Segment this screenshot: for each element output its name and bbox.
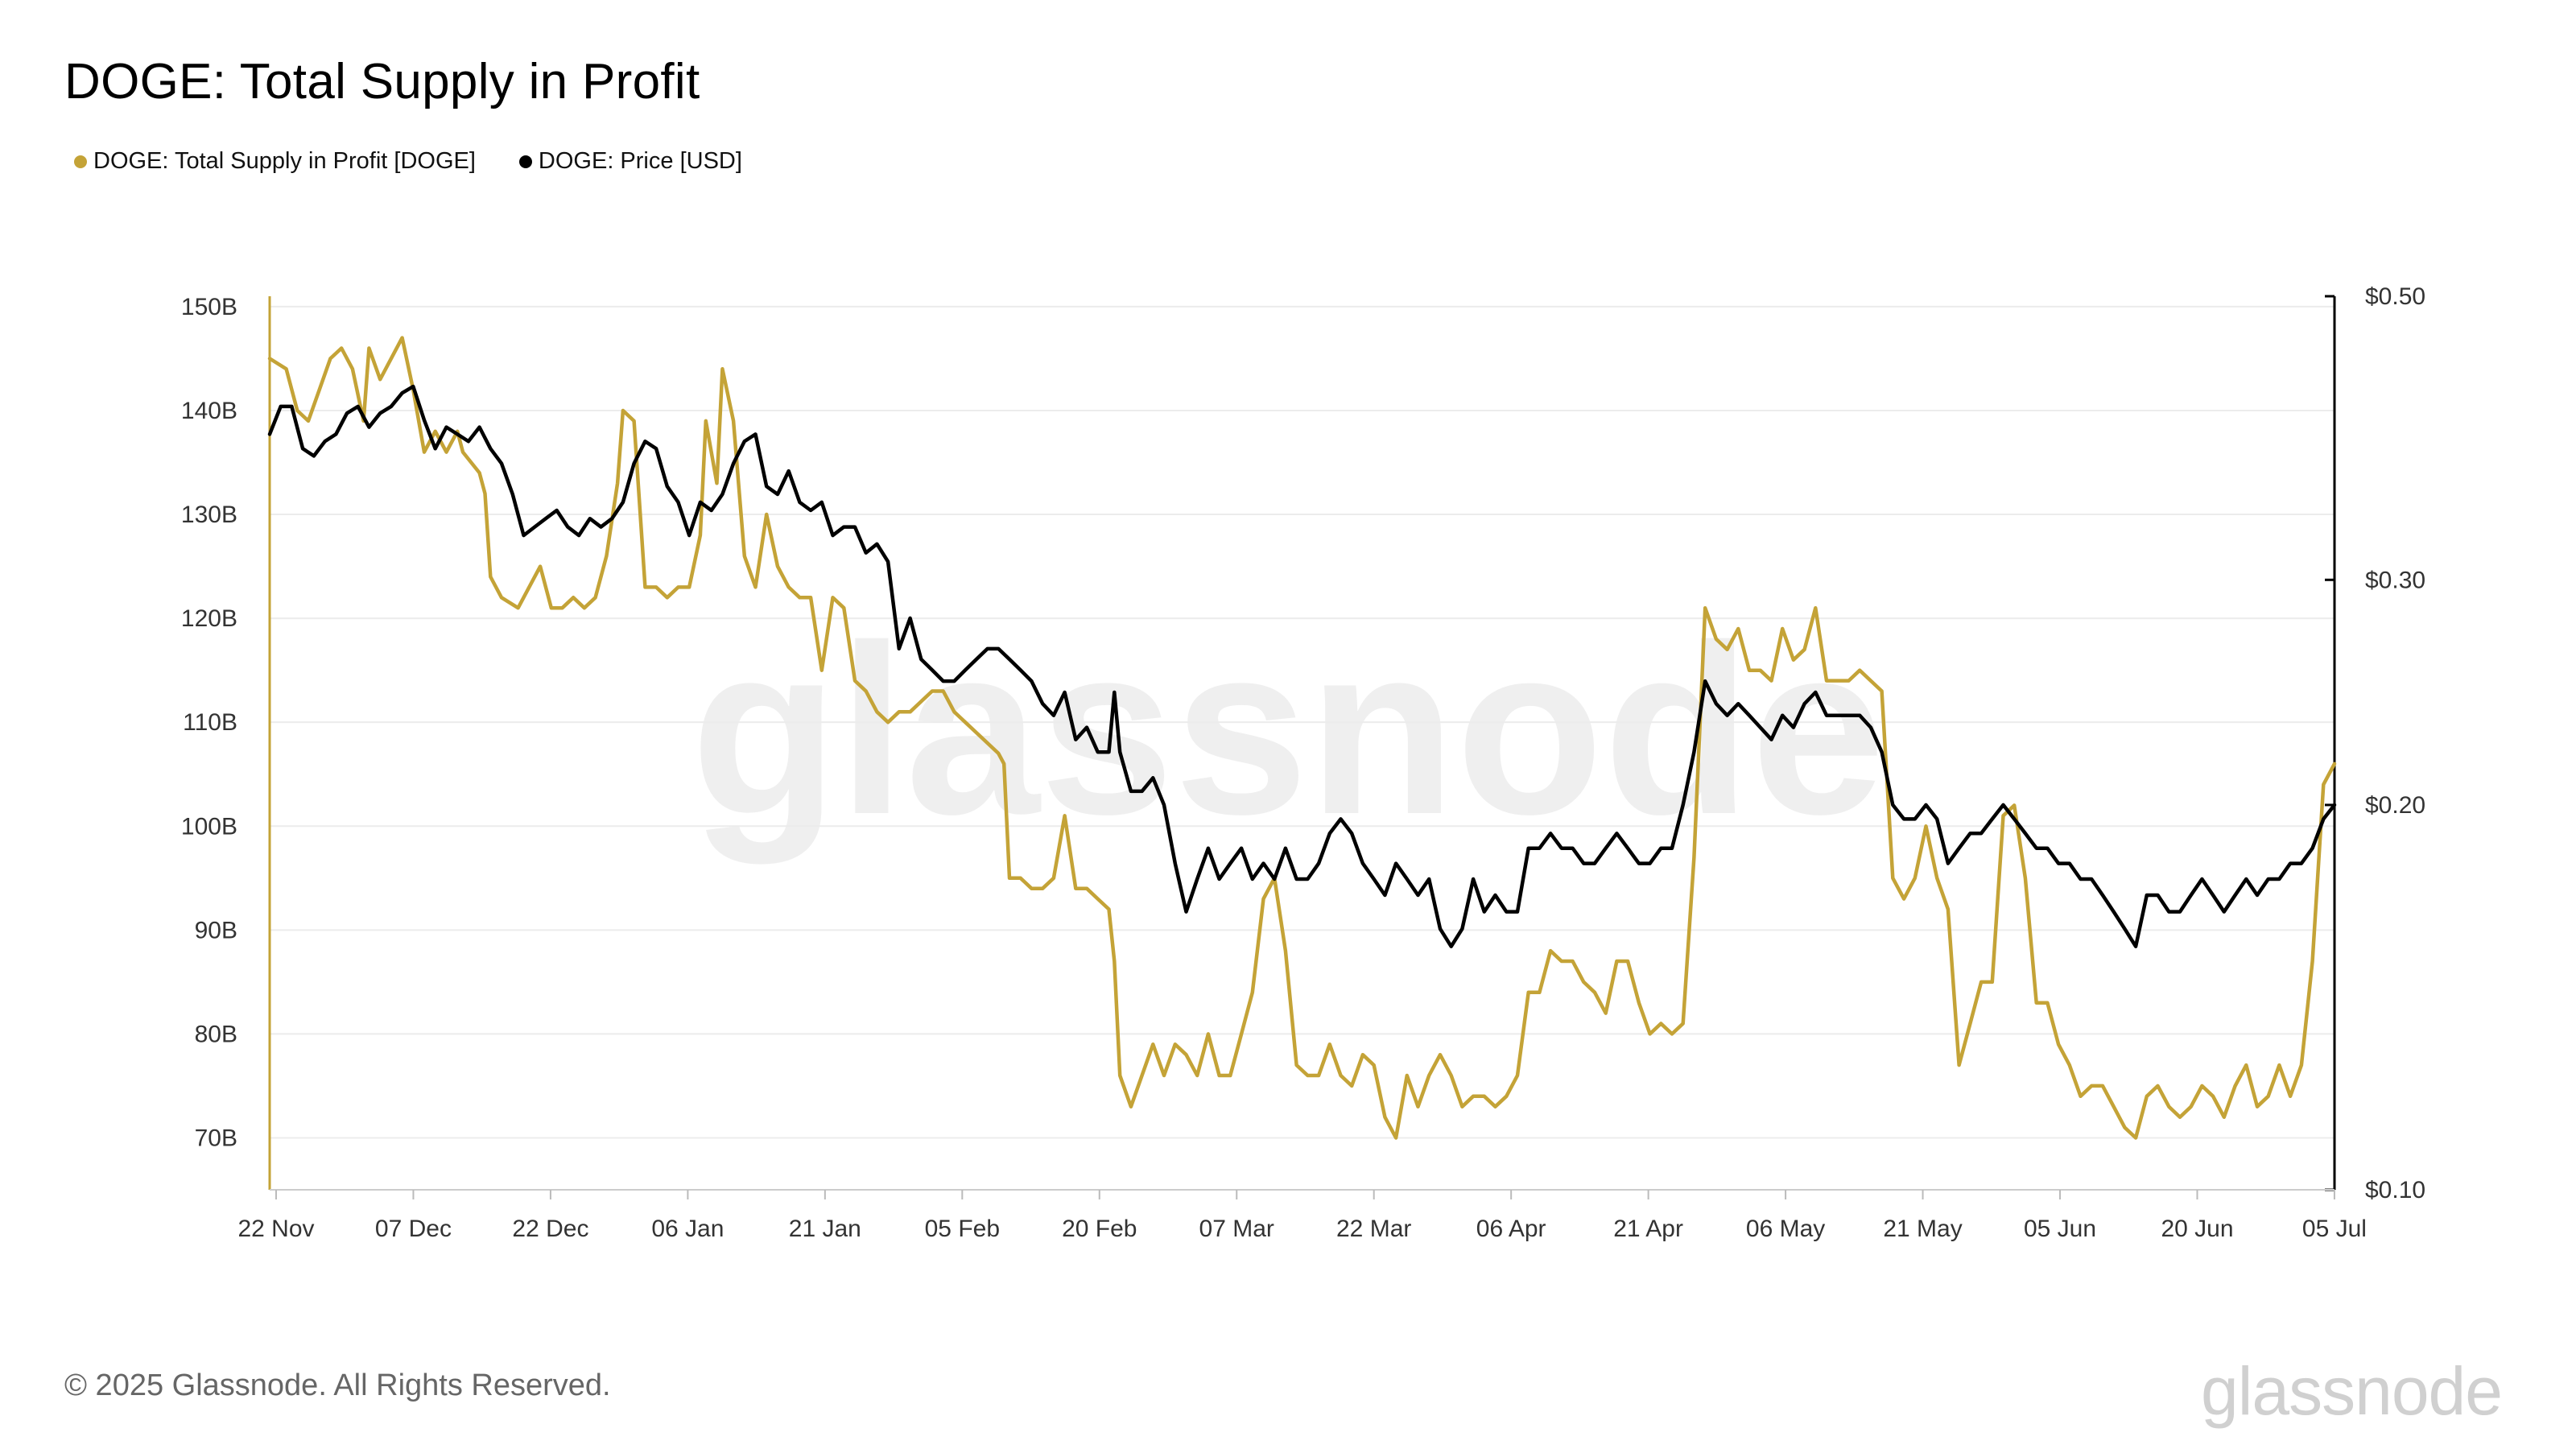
- legend-label-price: DOGE: Price [USD]: [538, 148, 742, 174]
- left-tick-label: 140B: [181, 398, 237, 424]
- right-tick-label: $0.30: [2365, 567, 2425, 593]
- left-tick-label: 80B: [195, 1021, 237, 1047]
- legend-item-price[interactable]: DOGE: Price [USD]: [518, 148, 742, 175]
- left-tick-label: 150B: [181, 294, 237, 320]
- right-tick-label: $0.10: [2365, 1177, 2425, 1203]
- left-tick-label: 110B: [183, 709, 237, 736]
- x-tick-label: 21 May: [1883, 1216, 1962, 1242]
- left-tick-label: 90B: [195, 917, 237, 943]
- x-tick-label: 05 Feb: [925, 1216, 1000, 1242]
- x-tick-label: 21 Apr: [1613, 1216, 1683, 1242]
- legend-item-supply[interactable]: DOGE: Total Supply in Profit [DOGE]: [74, 148, 476, 175]
- left-tick-label: 130B: [181, 502, 237, 528]
- x-tick-label: 20 Jun: [2161, 1216, 2233, 1242]
- x-tick-label: 07 Mar: [1199, 1216, 1274, 1242]
- left-axis: 70B 80B 90B 100B 110B 120B 130B 140B 150B: [181, 294, 271, 1190]
- right-tick-label: $0.20: [2365, 792, 2425, 819]
- chart-title: DOGE: Total Supply in Profit: [64, 54, 700, 109]
- left-tick-label: 70B: [195, 1125, 237, 1151]
- left-tick-label: 120B: [181, 605, 237, 632]
- x-tick-label: 22 Mar: [1336, 1216, 1411, 1242]
- right-axis: $0.10 $0.20 $0.30 $0.50: [2325, 283, 2425, 1203]
- glassnode-logo: glassnode: [2201, 1353, 2503, 1429]
- x-tick-label: 21 Jan: [789, 1216, 861, 1242]
- x-tick-label: 06 May: [1746, 1216, 1825, 1242]
- x-tick-label: 05 Jul: [2302, 1216, 2367, 1242]
- x-tick-label: 22 Dec: [512, 1216, 588, 1242]
- x-tick-label: 06 Jan: [651, 1216, 724, 1242]
- series-line-price: [267, 384, 2337, 948]
- legend-label-supply: DOGE: Total Supply in Profit [DOGE]: [93, 148, 476, 174]
- watermark: glassnode: [691, 594, 1885, 866]
- right-tick-label: $0.50: [2365, 283, 2425, 310]
- series-layer: [267, 336, 2337, 1140]
- copyright-footer: © 2025 Glassnode. All Rights Reserved.: [64, 1368, 611, 1402]
- gridlines: [270, 305, 2334, 1139]
- legend-swatch-price: [518, 155, 532, 168]
- left-tick-label: 100B: [181, 813, 237, 840]
- legend-swatch-supply: [74, 155, 87, 168]
- x-tick-label: 07 Dec: [375, 1216, 452, 1242]
- x-tick-label: 22 Nov: [237, 1216, 314, 1242]
- x-axis: 22 Nov 07 Dec 22 Dec 06 Jan 21 Jan 05 Feb 20 F…: [237, 1189, 2367, 1242]
- legend: DOGE: Total Supply in Profit [DOGE] DOGE…: [74, 148, 742, 175]
- x-tick-label: 05 Jun: [2024, 1216, 2096, 1242]
- x-tick-label: 06 Apr: [1476, 1216, 1546, 1242]
- series-line-supply-in-profit: [267, 336, 2337, 1140]
- x-tick-label: 20 Feb: [1062, 1216, 1137, 1242]
